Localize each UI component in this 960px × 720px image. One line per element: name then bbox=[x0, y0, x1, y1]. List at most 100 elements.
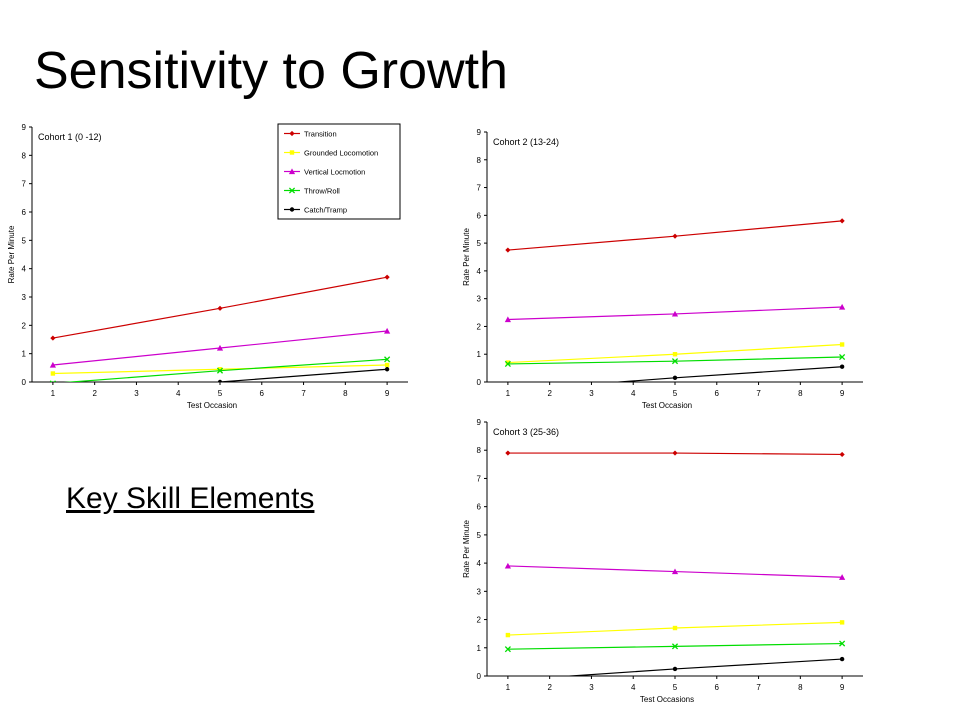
data-point bbox=[50, 371, 56, 376]
data-point bbox=[839, 353, 846, 361]
series-grounded-locomotion bbox=[505, 342, 845, 365]
data-point bbox=[217, 379, 223, 382]
data-point bbox=[216, 367, 224, 374]
y-tick-label: 8 bbox=[477, 156, 482, 165]
slide-title: Sensitivity to Growth bbox=[34, 42, 508, 100]
x-axis-label: Test Occasion bbox=[642, 401, 692, 410]
chart-cohort-1: 0 1 2 3 4 5 6 7 8 9 1 2 3 4 5 6 7 8 9 Test Occasion Rate Per… bbox=[7, 123, 408, 410]
y-tick-label: 6 bbox=[22, 208, 27, 217]
x-tick-label: 1 bbox=[506, 389, 511, 398]
data-point bbox=[504, 360, 511, 368]
x-tick-label: 1 bbox=[506, 683, 511, 692]
series-line bbox=[211, 368, 388, 382]
x-tick-label: 4 bbox=[631, 683, 636, 692]
y-tick-label: 9 bbox=[477, 418, 482, 427]
x-axis-label: Test Occasions bbox=[640, 695, 694, 704]
data-point bbox=[50, 335, 56, 341]
data-point bbox=[671, 310, 679, 317]
x-tick-label: 2 bbox=[92, 389, 97, 398]
data-point bbox=[839, 574, 846, 580]
x-tick-label: 6 bbox=[715, 389, 720, 398]
data-point bbox=[839, 364, 845, 369]
x-tick-label: 1 bbox=[51, 389, 56, 398]
y-tick-label: 6 bbox=[477, 503, 482, 512]
data-point bbox=[839, 640, 846, 647]
x-tick-label: 3 bbox=[134, 389, 139, 398]
key-skill-elements-link[interactable]: Key Skill Elements bbox=[66, 482, 315, 515]
data-point bbox=[839, 342, 845, 347]
data-point bbox=[505, 632, 511, 638]
legend-label: Grounded Locomotion bbox=[304, 149, 378, 158]
chart-legend: Transition Grounded Locomotion Vertical Lo… bbox=[277, 123, 401, 220]
data-point bbox=[839, 218, 845, 224]
y-tick-label: 5 bbox=[477, 239, 482, 248]
y-tick-label: 4 bbox=[477, 267, 482, 276]
data-point bbox=[839, 620, 845, 625]
data-point bbox=[671, 643, 679, 650]
series-grounded-locomotion bbox=[505, 620, 845, 638]
x-tick-label: 3 bbox=[589, 683, 594, 692]
chart-cohort-3: 0 1 2 3 4 5 6 7 8 9 1 2 3 4 5 6 7 8 9 Test Occasions Rate Pe… bbox=[462, 418, 863, 704]
y-tick-label: 0 bbox=[22, 378, 27, 387]
x-tick-label: 2 bbox=[547, 683, 552, 692]
y-tick-label: 0 bbox=[477, 672, 482, 681]
data-point bbox=[505, 360, 511, 365]
plot-area bbox=[504, 218, 846, 382]
x-tick-label: 7 bbox=[756, 389, 761, 398]
data-point bbox=[672, 233, 678, 239]
legend-marker bbox=[289, 130, 295, 137]
data-point bbox=[672, 625, 678, 631]
data-point bbox=[384, 274, 390, 280]
data-point bbox=[384, 367, 390, 372]
y-axis-label: Rate Per Minute bbox=[462, 520, 471, 578]
plot-area bbox=[49, 274, 391, 382]
series-vertical-locmotion bbox=[49, 327, 391, 368]
data-point bbox=[839, 656, 845, 662]
legend-marker bbox=[289, 207, 295, 212]
x-axis-label: Test Occasion bbox=[187, 401, 237, 410]
y-tick-label: 8 bbox=[477, 446, 482, 455]
y-tick-label: 7 bbox=[477, 184, 482, 193]
legend-marker bbox=[289, 150, 295, 155]
x-tick-label: 7 bbox=[756, 683, 761, 692]
data-point bbox=[505, 247, 511, 253]
chart-title: Cohort 3 (25-36) bbox=[493, 427, 559, 437]
y-tick-label: 6 bbox=[477, 211, 482, 220]
y-tick-label: 2 bbox=[477, 616, 482, 625]
y-tick-label: 3 bbox=[477, 295, 482, 304]
data-point bbox=[672, 666, 678, 672]
y-tick-label: 9 bbox=[477, 128, 482, 137]
data-point bbox=[671, 568, 679, 575]
series-transition bbox=[50, 274, 390, 341]
data-point bbox=[505, 450, 511, 456]
x-tick-label: 4 bbox=[176, 389, 181, 398]
legend-label: Throw/Roll bbox=[304, 187, 340, 196]
y-tick-label: 1 bbox=[477, 350, 482, 359]
plot-area bbox=[504, 450, 846, 676]
series-throw-roll bbox=[504, 353, 846, 368]
y-tick-label: 0 bbox=[477, 378, 482, 387]
x-tick-label: 6 bbox=[715, 683, 720, 692]
x-tick-label: 9 bbox=[840, 683, 845, 692]
series-throw-roll bbox=[504, 640, 846, 653]
chart-cohort-2: 0 1 2 3 4 5 6 7 8 9 1 2 3 4 5 6 7 8 9 Test Occasion Rate Per… bbox=[462, 128, 863, 410]
x-tick-label: 2 bbox=[547, 389, 552, 398]
data-point bbox=[384, 362, 390, 368]
data-point bbox=[672, 352, 678, 357]
chart-title: Cohort 2 (13-24) bbox=[493, 137, 559, 147]
data-point bbox=[672, 450, 678, 456]
x-tick-label: 8 bbox=[343, 389, 348, 398]
legend-marker bbox=[288, 168, 296, 175]
y-tick-label: 4 bbox=[22, 265, 27, 274]
x-tick-label: 3 bbox=[589, 389, 594, 398]
y-tick-label: 7 bbox=[22, 180, 27, 189]
x-tick-label: 8 bbox=[798, 389, 803, 398]
x-tick-label: 4 bbox=[631, 389, 636, 398]
x-tick-label: 7 bbox=[301, 389, 306, 398]
legend-label: Vertical Locmotion bbox=[304, 168, 365, 177]
data-point bbox=[217, 367, 223, 372]
y-tick-label: 2 bbox=[477, 322, 482, 331]
series-transition bbox=[505, 450, 845, 458]
series-vertical-locmotion bbox=[504, 303, 846, 323]
data-point bbox=[504, 646, 511, 653]
